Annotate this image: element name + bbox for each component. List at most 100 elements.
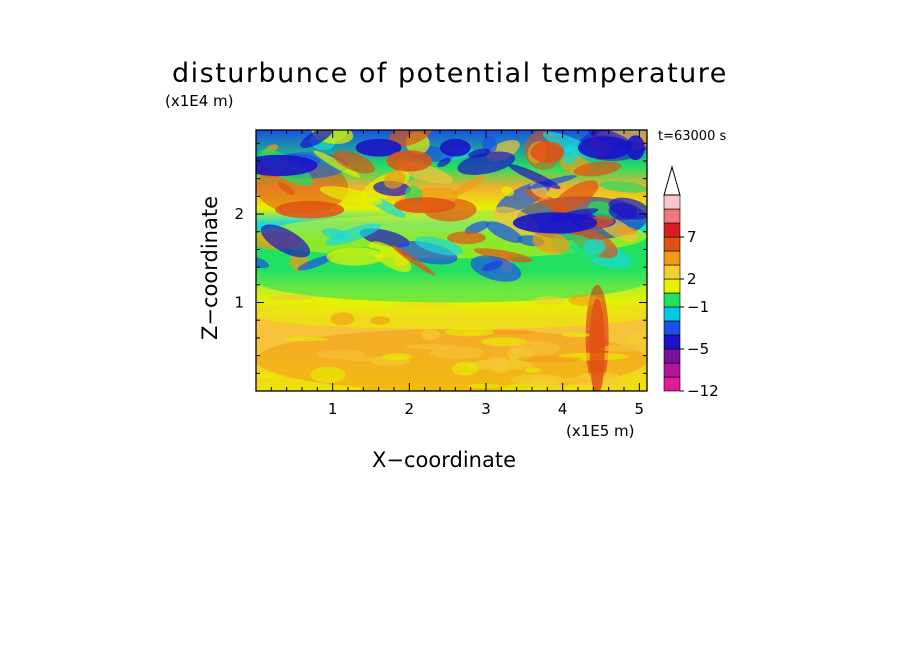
colorbar-label: −12 [687,382,719,400]
field-feature-1 [256,302,647,330]
field-streak [414,236,464,256]
colorbar-label: 7 [687,228,697,246]
colorbar-swatch [663,376,681,392]
field-streak [583,238,606,255]
colorbar-swatch [663,264,681,280]
y-tick-label: 1 [234,294,244,312]
chart-title: disturbunce of potential temperature [172,58,728,89]
field-streak [470,255,522,282]
field-streak [421,329,440,341]
colorbar-swatch [663,292,681,308]
warm-core [386,150,433,172]
colorbar-swatch [663,194,681,210]
x-axis-ticks: 1 2 3 4 5 [270,130,645,418]
colorbar-swatch [663,348,681,364]
cold-core [440,138,471,157]
field-streak [333,150,375,174]
field-streak [486,221,523,243]
field-streak [562,332,591,338]
field-streak [446,231,486,245]
colorbar-swatch [663,362,681,378]
x-tick-label: 5 [635,400,645,418]
colorbar-swatch [663,236,681,252]
cold-core [626,135,645,161]
field-streak [317,349,366,359]
x-axis-title: X−coordinate [372,448,516,472]
warm-core [275,200,345,219]
field-streak [483,329,536,335]
field-streak [624,333,647,345]
x-tick-label: 4 [558,400,568,418]
field-streak [297,255,334,271]
field-streak [524,367,542,373]
field-streak [608,203,638,221]
colorbar-swatch [663,278,681,294]
field-streak [370,316,391,325]
x-tick-label: 3 [481,400,491,418]
field-streak [321,228,349,240]
y-axis-ticks: 12 [234,142,647,374]
field-streak [551,180,599,214]
x-tick-label: 2 [405,400,415,418]
field-streak [464,221,490,235]
colorbar-swatch [663,208,681,224]
colorbar-swatch [663,320,681,336]
colorbar-label: 2 [687,270,697,288]
y-axis-unit-label: (x1E4 m) [165,92,234,110]
colorbar-swatch [663,222,681,238]
colorbar: −12−5−127 [663,165,719,400]
field-streak [360,387,379,391]
field-streak [404,343,458,350]
colorbar-extend-arrow [663,165,681,196]
field-streak [451,361,479,376]
contour-field [256,130,647,391]
field-streak [277,181,295,195]
field-streak [452,175,486,196]
field-streak [284,337,329,342]
field-streak [368,241,412,272]
field-streak [310,366,346,383]
field-streak [313,150,361,178]
x-tick-label: 1 [328,400,338,418]
field-streak [342,356,385,361]
field-streak [599,181,647,193]
cold-core [578,136,632,160]
field-streak [615,226,637,235]
field-streak [388,130,434,147]
plot-frame [255,129,648,392]
field-streak [568,294,602,306]
field-streak [482,136,497,153]
field-streak [508,164,561,189]
field-streak [597,345,647,352]
field-streak [530,376,560,391]
colorbar-swatch [663,306,681,322]
field-streak [326,247,384,266]
field-streak [330,312,355,326]
field-streak [382,353,413,361]
x-axis-unit-label: (x1E5 m) [566,422,635,440]
field-streak [562,145,578,165]
warm-core [530,141,565,163]
field-streak [429,346,485,359]
field-streak [391,245,436,276]
field-streak [383,170,406,189]
field-streak [517,356,582,363]
warm-core [394,197,456,214]
field-streak [268,294,314,301]
cold-core [355,138,402,157]
field-streak [445,327,495,337]
cold-core [256,154,318,177]
field-streak [256,371,279,379]
field-streak [319,186,383,205]
field-streak [437,157,451,168]
colorbar-label: −1 [687,298,709,316]
field-streak [508,340,562,356]
field-streak [468,148,491,158]
field-streak [532,231,570,254]
field-streak [260,224,311,258]
field-streak [325,223,381,246]
field-feature-2 [256,258,647,303]
cold-core [512,212,598,234]
field-streak [473,248,533,263]
